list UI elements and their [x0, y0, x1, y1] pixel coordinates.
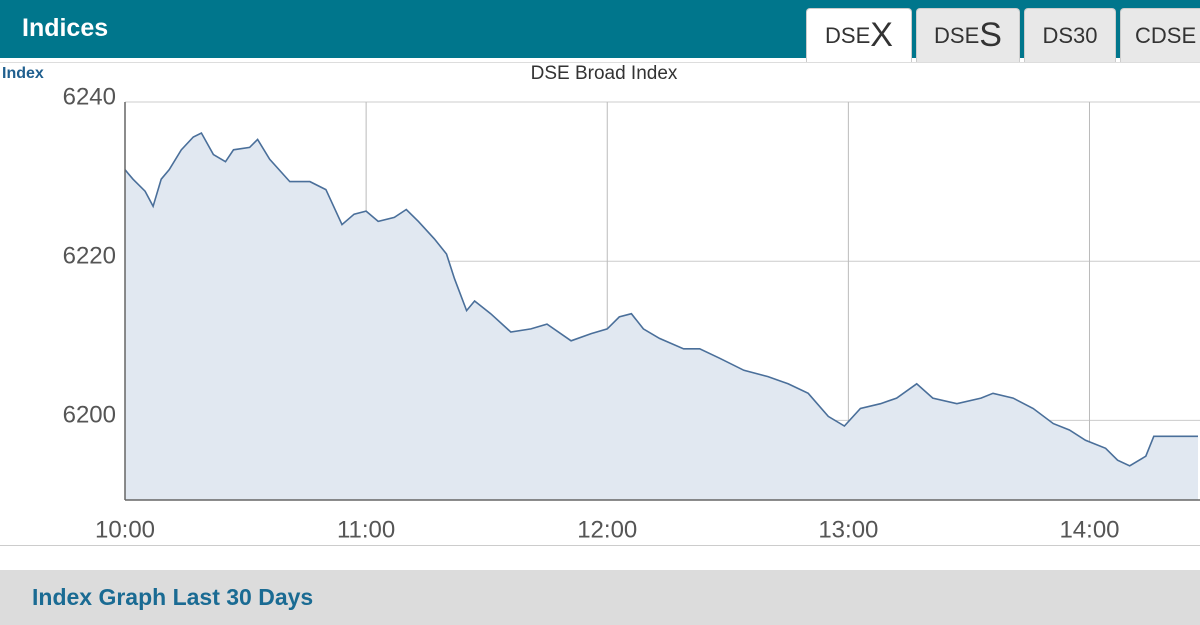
chart-title: DSE Broad Index: [531, 63, 678, 84]
chart-box: [0, 62, 1200, 546]
tab[interactable]: DSE X: [806, 8, 912, 62]
x-tick-label: 14:00: [1059, 516, 1119, 543]
footer: Index Graph Last 30 Days: [0, 570, 1200, 625]
x-tick-label: 12:00: [577, 516, 637, 543]
tab-label: DSE: [934, 22, 980, 48]
tab[interactable]: DSE S: [916, 8, 1020, 62]
chart: Index DSE Broad Index 6200 6220 6240 10:00 1…: [2, 63, 1200, 543]
tab-letter: S: [979, 16, 1002, 54]
tab-label: DSE: [825, 22, 871, 48]
y-axis-label: Index: [2, 65, 44, 82]
tab[interactable]: CDSE: [1120, 8, 1200, 62]
tab[interactable]: DS30: [1024, 8, 1116, 62]
x-tick-label: 11:00: [337, 516, 395, 543]
tab-letter: X: [870, 16, 893, 54]
header-title: Indices: [22, 14, 109, 42]
x-tick-label: 10:00: [95, 516, 155, 543]
x-tick-label: 13:00: [818, 516, 878, 543]
footer-title[interactable]: Index Graph Last 30 Days: [32, 584, 314, 610]
y-tick-label: 6240: [63, 83, 116, 110]
area-fill: [125, 133, 1198, 500]
y-tick-label: 6220: [63, 243, 116, 270]
tab-label: DS30: [1042, 22, 1098, 48]
tab-label: CDSE: [1135, 22, 1197, 48]
series-line: [124, 131, 1198, 467]
y-tick-label: 6200: [63, 402, 116, 429]
